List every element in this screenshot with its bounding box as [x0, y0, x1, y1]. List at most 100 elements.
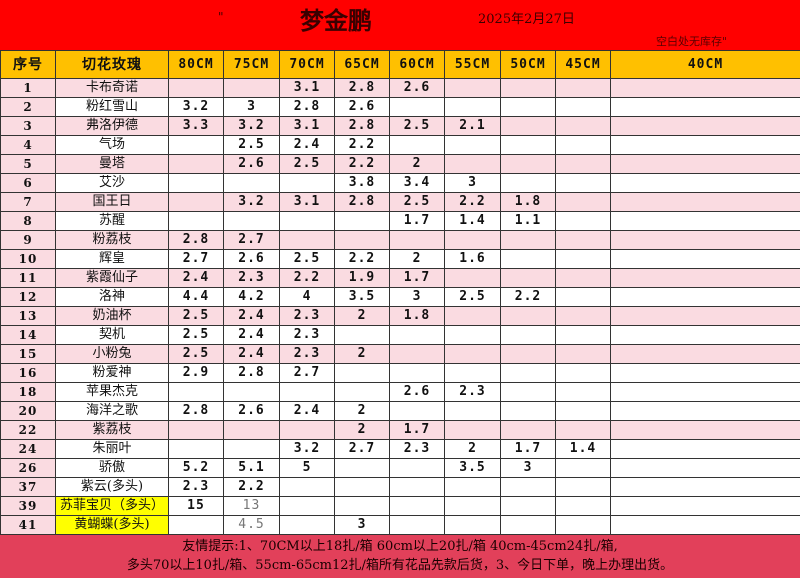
- price-cell[interactable]: [610, 173, 800, 193]
- price-cell[interactable]: 1.4: [555, 439, 611, 459]
- column-header[interactable]: 序号: [0, 50, 56, 79]
- row-number[interactable]: 15: [0, 344, 56, 364]
- price-cell[interactable]: [279, 382, 335, 402]
- flower-name[interactable]: 骄傲: [55, 458, 169, 478]
- column-header[interactable]: 75CM: [223, 50, 280, 79]
- price-cell[interactable]: [555, 420, 611, 440]
- price-cell[interactable]: [334, 211, 390, 231]
- flower-name[interactable]: 粉爱神: [55, 363, 169, 383]
- price-cell[interactable]: 2.3: [279, 325, 335, 345]
- price-cell[interactable]: [444, 78, 501, 98]
- flower-name[interactable]: 艾沙: [55, 173, 169, 193]
- price-cell[interactable]: 2.4: [279, 135, 335, 155]
- price-cell[interactable]: [500, 363, 556, 383]
- row-number[interactable]: 24: [0, 439, 56, 459]
- column-header[interactable]: 50CM: [500, 50, 556, 79]
- price-cell[interactable]: 3: [223, 97, 280, 117]
- price-cell[interactable]: 2.5: [168, 325, 224, 345]
- price-cell[interactable]: 3: [389, 287, 445, 307]
- price-cell[interactable]: 2.5: [389, 192, 445, 212]
- price-cell[interactable]: [555, 192, 611, 212]
- price-cell[interactable]: [168, 420, 224, 440]
- price-cell[interactable]: [444, 97, 501, 117]
- price-cell[interactable]: [610, 439, 800, 459]
- price-cell[interactable]: 3.8: [334, 173, 390, 193]
- price-cell[interactable]: [610, 135, 800, 155]
- price-cell[interactable]: 1.6: [444, 249, 501, 269]
- price-cell[interactable]: [168, 173, 224, 193]
- price-cell[interactable]: 3.1: [279, 78, 335, 98]
- price-cell[interactable]: [610, 230, 800, 250]
- flower-name[interactable]: 洛神: [55, 287, 169, 307]
- price-cell[interactable]: 3.4: [389, 173, 445, 193]
- price-cell[interactable]: 5.1: [223, 458, 280, 478]
- price-cell[interactable]: 2.8: [334, 78, 390, 98]
- price-cell[interactable]: [168, 211, 224, 231]
- price-cell[interactable]: 2.2: [334, 135, 390, 155]
- price-cell[interactable]: [223, 420, 280, 440]
- row-number[interactable]: 3: [0, 116, 56, 136]
- flower-name[interactable]: 奶油杯: [55, 306, 169, 326]
- flower-name[interactable]: 紫荔枝: [55, 420, 169, 440]
- column-header[interactable]: 55CM: [444, 50, 501, 79]
- price-cell[interactable]: 3.5: [334, 287, 390, 307]
- flower-name[interactable]: 曼塔: [55, 154, 169, 174]
- price-cell[interactable]: 2.4: [223, 306, 280, 326]
- price-cell[interactable]: [444, 496, 501, 516]
- price-cell[interactable]: 3.1: [279, 192, 335, 212]
- price-cell[interactable]: [334, 496, 390, 516]
- price-cell[interactable]: [444, 268, 501, 288]
- flower-name[interactable]: 黄蝴蝶(多头): [55, 515, 169, 535]
- price-cell[interactable]: [223, 78, 280, 98]
- row-number[interactable]: 41: [0, 515, 56, 535]
- flower-name[interactable]: 紫霞仙子: [55, 268, 169, 288]
- row-number[interactable]: 13: [0, 306, 56, 326]
- price-cell[interactable]: [610, 420, 800, 440]
- price-cell[interactable]: [389, 477, 445, 497]
- price-cell[interactable]: 2.2: [334, 154, 390, 174]
- price-cell[interactable]: [555, 116, 611, 136]
- price-cell[interactable]: 2.7: [223, 230, 280, 250]
- price-cell[interactable]: 2: [389, 249, 445, 269]
- price-cell[interactable]: [555, 458, 611, 478]
- price-cell[interactable]: [168, 382, 224, 402]
- price-cell[interactable]: [223, 382, 280, 402]
- price-cell[interactable]: 2.1: [444, 116, 501, 136]
- price-cell[interactable]: [610, 287, 800, 307]
- price-cell[interactable]: 1.7: [389, 211, 445, 231]
- flower-name[interactable]: 粉荔枝: [55, 230, 169, 250]
- price-cell[interactable]: 3.2: [223, 116, 280, 136]
- price-cell[interactable]: 2: [334, 420, 390, 440]
- price-cell[interactable]: [334, 477, 390, 497]
- price-cell[interactable]: [444, 230, 501, 250]
- price-cell[interactable]: [500, 268, 556, 288]
- price-cell[interactable]: 2.5: [168, 344, 224, 364]
- price-cell[interactable]: [389, 325, 445, 345]
- price-cell[interactable]: [389, 230, 445, 250]
- price-cell[interactable]: 2.8: [168, 230, 224, 250]
- price-cell[interactable]: 1.8: [389, 306, 445, 326]
- price-cell[interactable]: 2: [334, 344, 390, 364]
- price-cell[interactable]: 2.5: [223, 135, 280, 155]
- price-cell[interactable]: 2.4: [223, 325, 280, 345]
- price-cell[interactable]: [610, 78, 800, 98]
- price-cell[interactable]: [444, 401, 501, 421]
- flower-name[interactable]: 苏醒: [55, 211, 169, 231]
- price-cell[interactable]: [610, 268, 800, 288]
- flower-name[interactable]: 卡布奇诺: [55, 78, 169, 98]
- price-cell[interactable]: 2.3: [444, 382, 501, 402]
- price-cell[interactable]: 13: [223, 496, 280, 516]
- price-cell[interactable]: [168, 135, 224, 155]
- price-cell[interactable]: [500, 135, 556, 155]
- price-cell[interactable]: [555, 268, 611, 288]
- price-cell[interactable]: 1.9: [334, 268, 390, 288]
- price-cell[interactable]: [444, 135, 501, 155]
- column-header[interactable]: 切花玫瑰: [55, 50, 169, 79]
- price-cell[interactable]: [500, 78, 556, 98]
- price-cell[interactable]: 2.9: [168, 363, 224, 383]
- price-cell[interactable]: 2.4: [168, 268, 224, 288]
- price-cell[interactable]: [610, 154, 800, 174]
- price-cell[interactable]: 2.5: [279, 154, 335, 174]
- price-cell[interactable]: 2.3: [389, 439, 445, 459]
- row-number[interactable]: 1: [0, 78, 56, 98]
